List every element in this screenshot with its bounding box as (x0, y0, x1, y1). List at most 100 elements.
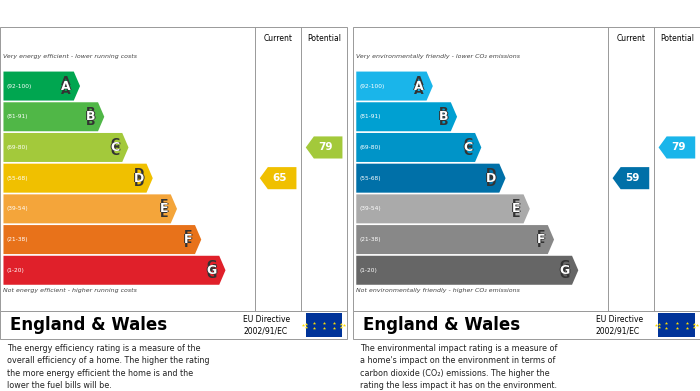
Text: B: B (85, 110, 95, 123)
Text: E: E (160, 203, 169, 215)
Text: C: C (111, 141, 120, 154)
Text: C: C (463, 137, 473, 150)
Text: G: G (206, 268, 216, 281)
Text: B: B (85, 110, 95, 123)
Text: B: B (85, 115, 95, 127)
Polygon shape (4, 133, 129, 162)
Polygon shape (356, 102, 457, 131)
Text: A: A (62, 79, 71, 93)
Text: Current: Current (264, 34, 293, 43)
Text: B: B (85, 106, 95, 119)
Text: (81-91): (81-91) (6, 114, 28, 119)
Text: G: G (559, 260, 569, 273)
Text: G: G (206, 260, 216, 273)
Polygon shape (356, 164, 505, 193)
Text: D: D (134, 172, 145, 185)
Text: G: G (206, 264, 216, 277)
Text: E: E (512, 206, 521, 220)
Text: The energy efficiency rating is a measure of the
overall efficiency of a home. T: The energy efficiency rating is a measur… (7, 344, 209, 390)
Text: 79: 79 (671, 142, 686, 152)
Polygon shape (260, 167, 296, 189)
Text: G: G (560, 264, 570, 277)
Polygon shape (356, 225, 554, 254)
Text: F: F (183, 237, 192, 250)
Text: 59: 59 (626, 173, 640, 183)
Polygon shape (4, 225, 201, 254)
Text: G: G (207, 264, 218, 277)
Text: EU Directive
2002/91/EC: EU Directive 2002/91/EC (596, 315, 643, 336)
Text: F: F (538, 233, 546, 246)
Text: G: G (559, 268, 569, 281)
Text: A: A (60, 79, 70, 93)
Text: EU Directive
2002/91/EC: EU Directive 2002/91/EC (243, 315, 290, 336)
Text: E: E (160, 203, 168, 215)
Text: Very environmentally friendly - lower CO₂ emissions: Very environmentally friendly - lower CO… (356, 54, 520, 59)
Polygon shape (659, 136, 695, 158)
Text: C: C (109, 141, 118, 154)
Text: England & Wales: England & Wales (363, 316, 520, 334)
Text: A: A (62, 75, 71, 88)
Text: E: E (160, 206, 168, 220)
Text: E: E (160, 198, 168, 211)
Text: E: E (512, 203, 521, 215)
Text: C: C (463, 141, 473, 154)
Text: D: D (486, 176, 496, 189)
Text: Potential: Potential (307, 34, 341, 43)
Text: F: F (183, 233, 192, 246)
Text: C: C (462, 141, 471, 154)
Text: A: A (413, 79, 423, 93)
Polygon shape (4, 164, 153, 193)
Text: E: E (512, 198, 521, 211)
Text: F: F (536, 233, 544, 246)
Text: F: F (536, 229, 545, 242)
Text: E: E (511, 203, 519, 215)
Text: B: B (87, 110, 97, 123)
Text: D: D (486, 167, 496, 180)
Text: 65: 65 (273, 173, 287, 183)
Text: England & Wales: England & Wales (10, 316, 167, 334)
Polygon shape (4, 256, 225, 285)
Text: G: G (559, 264, 569, 277)
Text: A: A (414, 75, 424, 88)
Polygon shape (4, 72, 80, 100)
Text: E: E (513, 203, 522, 215)
Text: Very energy efficient - lower running costs: Very energy efficient - lower running co… (4, 54, 137, 59)
Text: 79: 79 (318, 142, 333, 152)
Polygon shape (356, 194, 530, 223)
Text: Not energy efficient - higher running costs: Not energy efficient - higher running co… (4, 289, 137, 294)
Polygon shape (356, 72, 433, 100)
Text: (69-80): (69-80) (6, 145, 28, 150)
Text: D: D (134, 167, 143, 180)
Text: (39-54): (39-54) (359, 206, 381, 212)
Text: Environmental Impact (CO₂) Rating: Environmental Impact (CO₂) Rating (361, 7, 594, 20)
Text: (92-100): (92-100) (359, 84, 384, 88)
Text: G: G (205, 264, 216, 277)
Text: Potential: Potential (660, 34, 694, 43)
Text: F: F (536, 233, 545, 246)
Text: A: A (62, 84, 71, 97)
Text: Not environmentally friendly - higher CO₂ emissions: Not environmentally friendly - higher CO… (356, 289, 520, 294)
Text: E: E (158, 203, 167, 215)
Polygon shape (4, 194, 177, 223)
Text: C: C (111, 137, 120, 150)
Polygon shape (4, 102, 104, 131)
Text: D: D (134, 176, 143, 189)
Text: C: C (111, 145, 120, 158)
Text: (1-20): (1-20) (359, 268, 377, 273)
Text: (55-68): (55-68) (6, 176, 28, 181)
Text: B: B (438, 115, 448, 127)
Text: (92-100): (92-100) (6, 84, 32, 88)
Text: (39-54): (39-54) (6, 206, 28, 212)
Text: B: B (440, 110, 449, 123)
Text: C: C (464, 141, 473, 154)
Text: Current: Current (617, 34, 645, 43)
Text: G: G (558, 264, 568, 277)
Text: (81-91): (81-91) (359, 114, 381, 119)
Text: F: F (185, 233, 193, 246)
Text: B: B (438, 110, 447, 123)
Bar (305, 314, 342, 337)
Text: C: C (111, 141, 120, 154)
Text: C: C (463, 145, 473, 158)
Text: F: F (183, 233, 191, 246)
Text: (1-20): (1-20) (6, 268, 24, 273)
